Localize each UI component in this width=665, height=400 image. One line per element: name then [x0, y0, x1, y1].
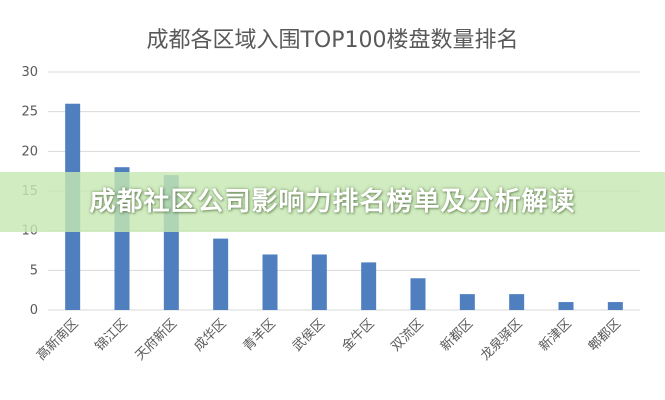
x-tick-label: 新津区: [536, 316, 575, 355]
x-tick-label: 金牛区: [339, 316, 378, 355]
banner-title: 成都社区公司影响力排名榜单及分析解读: [89, 187, 576, 217]
x-tick-label: 青羊区: [240, 316, 279, 355]
bar: [311, 254, 327, 310]
y-tick-label: 20: [21, 144, 38, 159]
x-tick-label: 成华区: [191, 316, 229, 354]
x-axis-ticks: 高新南区 锦江区 天府新区 成华区 青羊区 武侯区 金牛区 双流区 新都区 龙泉驿区 新津区 郫都区: [33, 316, 624, 364]
bar: [607, 302, 623, 310]
bar: [410, 278, 426, 310]
x-tick-label: 双流区: [389, 316, 427, 354]
x-tick-label: 天府新区: [132, 316, 180, 364]
x-tick-label: 锦江区: [93, 316, 131, 354]
overlay-banner: 成都社区公司影响力排名榜单及分析解读: [0, 172, 665, 232]
bar: [262, 254, 278, 310]
bar: [459, 294, 475, 310]
bar: [213, 238, 229, 310]
x-tick-label: 龙泉驿区: [477, 316, 525, 364]
bar: [509, 294, 525, 310]
y-tick-label: 0: [30, 303, 38, 318]
y-tick-label: 5: [30, 263, 38, 278]
y-tick-label: 25: [21, 105, 38, 120]
x-tick-label: 新都区: [437, 316, 476, 355]
y-tick-label: 30: [21, 65, 38, 80]
x-tick-label: 武侯区: [290, 316, 328, 354]
x-tick-label: 郫都区: [585, 316, 624, 355]
bar: [361, 262, 377, 310]
chart-title: 成都各区域入围TOP100楼盘数量排名: [146, 28, 519, 53]
x-tick-label: 高新南区: [33, 316, 81, 364]
bar: [558, 302, 574, 310]
